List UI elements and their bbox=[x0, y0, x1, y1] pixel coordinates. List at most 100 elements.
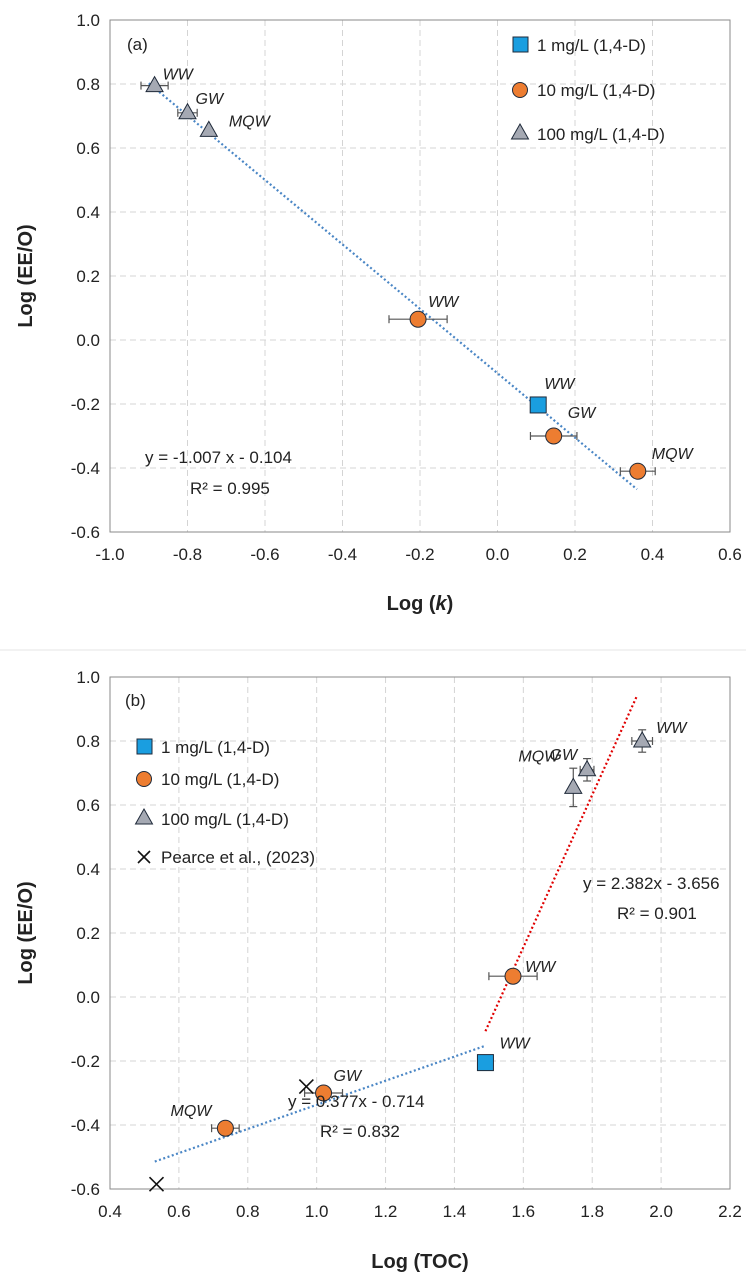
data-point-100mg bbox=[145, 75, 164, 93]
legend-label-10mg-a: 10 mg/L (1,4-D) bbox=[537, 81, 655, 100]
y-tick-label: -0.6 bbox=[71, 1180, 100, 1199]
trendline-equation-a: y = -1.007 x - 0.104 bbox=[145, 448, 292, 467]
trendlines-a bbox=[148, 82, 638, 491]
data-point-1mg bbox=[529, 396, 547, 414]
legend-label-1mg-b: 1 mg/L (1,4-D) bbox=[161, 738, 270, 757]
x-tick-label: -0.2 bbox=[405, 545, 434, 564]
y-axis-label-a: Log (EE/O) bbox=[15, 224, 37, 327]
error-bars-b bbox=[211, 729, 654, 1133]
trendlines-b bbox=[154, 695, 639, 1163]
legend-marker-pearce-b bbox=[137, 850, 151, 864]
legend-marker-10mg-a bbox=[512, 82, 528, 98]
plot-frame-a bbox=[109, 19, 731, 533]
trendline-r2-red-b: R² = 0.901 bbox=[617, 904, 697, 923]
data-point-1mg bbox=[476, 1054, 494, 1072]
x-tick-label: -0.6 bbox=[250, 545, 279, 564]
data-point-10mg bbox=[315, 1084, 333, 1102]
x-axis-label-b: Log (TOC) bbox=[371, 1251, 468, 1273]
y-tick-label: 0.4 bbox=[76, 860, 100, 879]
y-tick-label: 0.8 bbox=[76, 75, 100, 94]
trendline-equation-red-b: y = 2.382x - 3.656 bbox=[583, 874, 720, 893]
trendline bbox=[484, 695, 639, 1032]
x-tick-label: 1.8 bbox=[580, 1202, 604, 1221]
panel-label-b: (b) bbox=[125, 691, 146, 710]
data-point-10mg bbox=[504, 967, 522, 985]
x-tick-label: -1.0 bbox=[95, 545, 124, 564]
point-label: MQW bbox=[652, 446, 695, 463]
point-label: MQW bbox=[229, 113, 272, 130]
point-label: WW bbox=[428, 294, 460, 311]
point-label: WW bbox=[544, 376, 576, 393]
data-point-100mg bbox=[563, 777, 583, 794]
x-tick-label: 1.2 bbox=[374, 1202, 398, 1221]
legend-label-100mg-a: 100 mg/L (1,4-D) bbox=[537, 125, 665, 144]
y-tick-label: 0.0 bbox=[76, 988, 100, 1007]
legend-marker-100mg-b bbox=[134, 807, 154, 825]
legend-label-pearce-b: Pearce et al., (2023) bbox=[161, 848, 315, 867]
plot-frame-b bbox=[109, 676, 731, 1190]
y-tick-label: -0.2 bbox=[71, 395, 100, 414]
point-label: WW bbox=[163, 67, 195, 84]
legend-a: 1 mg/L (1,4-D) 10 mg/L (1,4-D) 100 mg/L … bbox=[510, 36, 665, 144]
legend-marker-10mg-b bbox=[136, 771, 152, 787]
data-point-100mg bbox=[632, 730, 652, 748]
point-label: GW bbox=[334, 1068, 363, 1085]
y-tick-label: 0.6 bbox=[76, 139, 100, 158]
legend-b: 1 mg/L (1,4-D) 10 mg/L (1,4-D) 100 mg/L … bbox=[134, 738, 315, 867]
trendline-r2-blue-b: R² = 0.832 bbox=[320, 1122, 400, 1141]
y-tick-label: -0.4 bbox=[71, 459, 100, 478]
x-axis-label-a: Log (k) bbox=[387, 593, 454, 615]
x-tick-label: 1.0 bbox=[305, 1202, 329, 1221]
x-tick-label: 2.0 bbox=[649, 1202, 673, 1221]
gridlines-b bbox=[110, 677, 730, 1189]
tick-labels-b: 0.4 0.6 0.8 1.0 1.2 1.4 1.6 1.8 2.0 2.2 -0.6 -0.4 -0… bbox=[71, 668, 742, 1221]
data-point-10mg bbox=[629, 462, 647, 480]
point-label: MQW bbox=[518, 748, 561, 765]
y-tick-label: 0.2 bbox=[76, 924, 100, 943]
point-label: WW bbox=[656, 720, 688, 737]
data-point-pearce bbox=[148, 1176, 165, 1192]
x-tick-label: 1.4 bbox=[443, 1202, 467, 1221]
y-tick-label: -0.4 bbox=[71, 1116, 100, 1135]
x-tick-label: 0.6 bbox=[167, 1202, 191, 1221]
trendline-r2-a: R² = 0.995 bbox=[190, 479, 270, 498]
y-tick-label: -0.6 bbox=[71, 523, 100, 542]
legend-marker-100mg-a bbox=[510, 122, 530, 140]
y-tick-label: 0.8 bbox=[76, 732, 100, 751]
y-tick-label: -0.2 bbox=[71, 1052, 100, 1071]
panel-label-a: (a) bbox=[127, 35, 148, 54]
tick-labels-a: -1.0 -0.8 -0.6 -0.4 -0.2 0.0 0.2 0.4 0.6 -0.6 -0.4… bbox=[71, 11, 742, 564]
point-label: MQW bbox=[171, 1103, 214, 1120]
point-label: GW bbox=[550, 747, 579, 764]
data-point-100mg bbox=[199, 120, 219, 137]
data-point-pearce bbox=[298, 1079, 314, 1095]
data-point-100mg bbox=[178, 102, 197, 120]
x-tick-label: 0.0 bbox=[486, 545, 510, 564]
legend-label-1mg-a: 1 mg/L (1,4-D) bbox=[537, 36, 646, 55]
legend-label-100mg-b: 100 mg/L (1,4-D) bbox=[161, 810, 289, 829]
y-tick-label: 0.2 bbox=[76, 267, 100, 286]
data-point-10mg bbox=[545, 427, 563, 445]
x-tick-label: -0.8 bbox=[173, 545, 202, 564]
point-label: WW bbox=[499, 1036, 531, 1053]
x-tick-label: -0.4 bbox=[328, 545, 357, 564]
y-tick-label: 1.0 bbox=[76, 668, 100, 687]
x-tick-label: 0.8 bbox=[236, 1202, 260, 1221]
legend-marker-1mg-a bbox=[512, 36, 529, 53]
y-axis-label-b: Log (EE/O) bbox=[15, 881, 37, 984]
x-tick-label: 0.2 bbox=[563, 545, 587, 564]
data-points-b bbox=[148, 730, 652, 1192]
x-tick-label: 0.4 bbox=[641, 545, 665, 564]
data-point-10mg bbox=[409, 310, 427, 328]
x-tick-label: 0.6 bbox=[718, 545, 742, 564]
y-tick-label: 0.0 bbox=[76, 331, 100, 350]
point-label: WW bbox=[525, 959, 557, 976]
legend-marker-1mg-b bbox=[136, 738, 153, 755]
x-tick-label: 1.6 bbox=[512, 1202, 536, 1221]
point-label: GW bbox=[568, 405, 597, 422]
y-tick-label: 0.4 bbox=[76, 203, 100, 222]
